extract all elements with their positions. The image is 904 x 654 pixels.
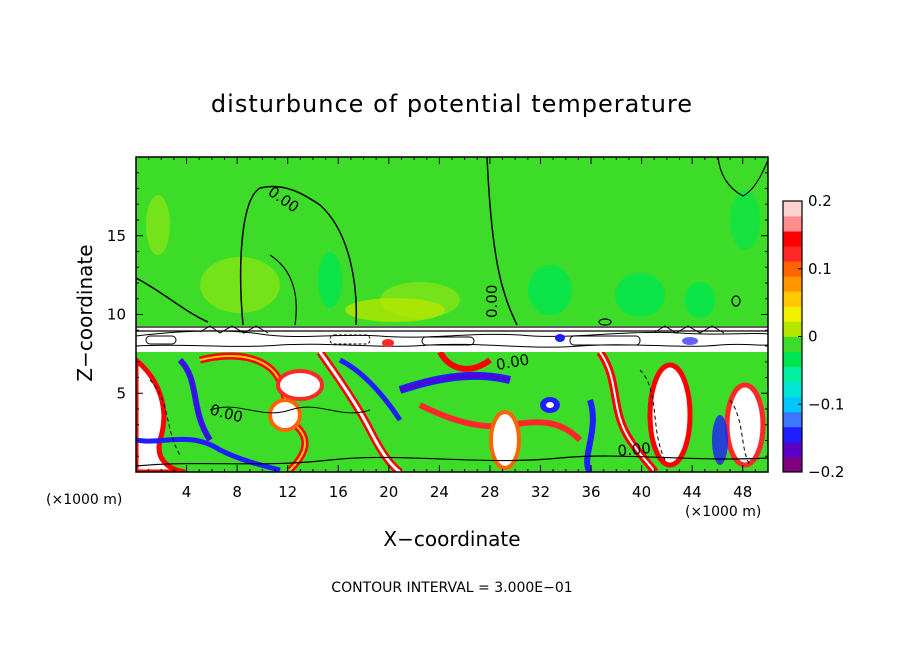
x-tick-label: 12: [278, 483, 297, 501]
zero-contour: [269, 254, 297, 326]
lower-contour: [149, 379, 181, 456]
x-axis-title: X−coordinate: [383, 527, 520, 551]
interface-cell: [569, 335, 641, 346]
upper-field-patch: [730, 190, 760, 250]
x-tick-label: 44: [683, 483, 702, 501]
lower-plume: [647, 362, 693, 468]
lower-plume: [724, 382, 766, 468]
contour-interval-note: CONTOUR INTERVAL = 3.000E−01: [331, 580, 572, 596]
lower-contour: [209, 406, 371, 414]
interface-cell: [329, 334, 371, 345]
colorbar-swatch: [783, 261, 802, 277]
colorbar-swatch: [783, 351, 802, 368]
colorbar-swatch: [783, 411, 802, 428]
zero-contour: [717, 157, 768, 197]
lower-plume: [599, 352, 656, 472]
x-tick-label: 48: [733, 483, 752, 501]
x-tick-label: 24: [430, 483, 449, 501]
y-tick-label: 10: [107, 306, 126, 324]
x-tick-label: 40: [632, 483, 651, 501]
z-unit-label: (×1000 m): [46, 492, 122, 508]
upper-field-patch: [318, 252, 342, 308]
x-tick-label: 16: [329, 483, 348, 501]
colorbar-swatch: [783, 321, 802, 337]
x-tick-label: 32: [531, 483, 550, 501]
colorbar-tick-label: 0.2: [808, 192, 832, 210]
colorbar-swatch: [783, 456, 802, 473]
x-tick-label: 36: [581, 483, 600, 501]
lower-field: [136, 352, 768, 472]
x-tick-label: 28: [480, 483, 499, 501]
lower-plume: [268, 398, 302, 432]
colorbar-swatch: [783, 426, 802, 443]
chart-title: disturbunce of potential temperature: [211, 90, 693, 118]
colorbar-swatch: [783, 246, 802, 262]
lower-plume: [276, 369, 324, 401]
lower-contour: [639, 369, 666, 461]
lower-plume: [437, 352, 492, 372]
lower-eddy: [584, 399, 596, 472]
colorbar: 0.2 0.1 0 −0.1 −0.2: [782, 192, 844, 481]
contour-label: 0.00: [495, 350, 531, 374]
y-axis-title: Z−coordinate: [73, 244, 97, 381]
lower-eddy: [712, 415, 728, 465]
interface-patch: [682, 337, 698, 345]
zero-contour: [136, 277, 209, 323]
colorbar-tick-label: 0.1: [808, 260, 832, 278]
colorbar-swatch: [783, 276, 802, 292]
x-axis: 4 8 12 16 20 24 28 32 36 40 44 48: [148, 157, 756, 501]
lower-plume: [318, 352, 401, 472]
y-tick-label: 15: [107, 227, 126, 245]
x-tick-label: 8: [232, 483, 242, 501]
plot-area: 0.00 0.00 0.00 0.00 0.00: [136, 157, 768, 472]
x-tick-label: 20: [379, 483, 398, 501]
zero-contour: [239, 185, 358, 326]
interface-ridge: [199, 325, 269, 334]
colorbar-tick-label: 0: [808, 328, 818, 346]
upper-field-patch: [146, 195, 170, 255]
interface-cell: [421, 336, 475, 346]
interface-patch: [382, 339, 394, 347]
x-tick-label: 4: [182, 483, 192, 501]
x-unit-label: (×1000 m): [685, 504, 761, 520]
y-tick-label: 5: [116, 384, 126, 402]
colorbar-tick-label: −0.2: [808, 463, 844, 481]
upper-field-patch: [685, 282, 715, 318]
upper-field-patch: [615, 273, 665, 317]
colorbar-swatch: [783, 231, 802, 247]
lower-contour: [136, 455, 768, 467]
colorbar-swatch: [783, 291, 802, 307]
colorbar-swatch: [783, 306, 802, 322]
lower-eddy: [136, 436, 281, 472]
interface-band: [136, 326, 768, 352]
interface-cell: [145, 335, 177, 345]
colorbar-tick-label: −0.1: [808, 395, 844, 413]
y-axis: 5 10 15: [107, 172, 768, 457]
interface-patch: [555, 334, 565, 342]
colorbar-swatch: [783, 396, 802, 413]
interface-ridge: [654, 325, 725, 334]
contour-label: 0.00: [483, 285, 501, 318]
zero-contour: [731, 295, 741, 307]
colorbar-swatch: [783, 381, 802, 398]
colorbar-swatch: [783, 366, 802, 383]
contour-label: 0.00: [617, 439, 652, 460]
lower-eddy: [179, 359, 211, 441]
colorbar-swatch: [783, 216, 802, 232]
zero-contour: [598, 318, 612, 326]
upper-field-patch: [345, 298, 445, 322]
lower-plume: [489, 410, 521, 470]
lower-eddy: [399, 374, 511, 392]
zero-contour: [486, 157, 518, 326]
colorbar-swatch: [783, 441, 802, 458]
lower-eddy: [338, 357, 403, 422]
lower-eddy: [546, 402, 554, 408]
colorbar-swatch: [783, 336, 802, 352]
colorbar-swatch: [783, 201, 802, 217]
lower-contour: [729, 399, 751, 466]
upper-field-patch: [528, 265, 572, 315]
